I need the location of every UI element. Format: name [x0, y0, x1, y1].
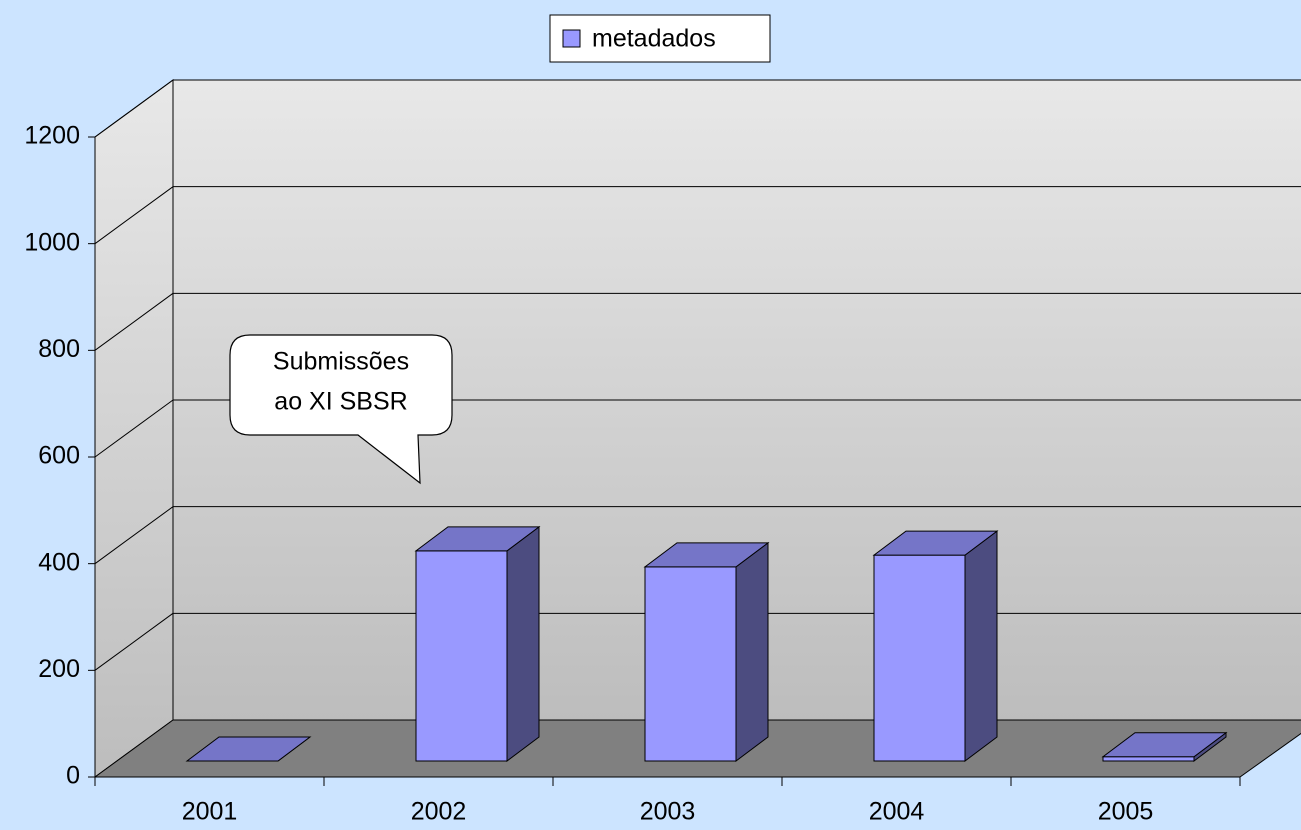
callout-text: Submissões	[273, 348, 409, 376]
grid-line	[94, 292, 174, 351]
y-tick-label: 200	[38, 655, 80, 683]
floor-edge	[1239, 732, 1301, 778]
bar-top	[414, 526, 541, 552]
grid-line	[94, 79, 174, 138]
x-tick-label: 2002	[411, 798, 467, 826]
bar-side	[964, 530, 998, 762]
y-tick-label: 0	[66, 762, 80, 790]
legend-box	[549, 14, 771, 63]
grid-line	[94, 506, 174, 565]
grid-line	[94, 612, 174, 671]
legend-swatch	[562, 29, 581, 48]
bar-top	[1101, 732, 1228, 758]
grid-line	[94, 399, 174, 458]
legend: metadados	[549, 14, 771, 63]
bar-top	[872, 530, 999, 556]
callout: Submissões ao XI SBSR	[229, 334, 453, 485]
bar-side	[506, 525, 540, 762]
x-tick-label: 2004	[869, 798, 925, 826]
grid-line	[94, 186, 174, 245]
y-tick-label: 600	[38, 442, 80, 470]
bar-top	[185, 736, 312, 762]
y-tick-label: 800	[38, 335, 80, 363]
y-tick-label: 1000	[24, 228, 80, 256]
callout-text: ao XI SBSR	[274, 388, 407, 416]
bar	[415, 550, 508, 762]
y-tick-label: 400	[38, 548, 80, 576]
bar	[1102, 756, 1195, 762]
bar-side	[735, 541, 769, 762]
bar-top	[643, 542, 770, 568]
x-tick-label: 2005	[1098, 798, 1154, 826]
callout-bubble	[229, 334, 453, 485]
x-tick-label: 2001	[182, 798, 238, 826]
bar	[873, 554, 966, 762]
x-tick-label: 2003	[640, 798, 696, 826]
y-tick-label: 1200	[24, 122, 80, 150]
bar	[644, 566, 737, 762]
legend-label: metadados	[592, 25, 716, 53]
grid-line	[94, 719, 174, 778]
